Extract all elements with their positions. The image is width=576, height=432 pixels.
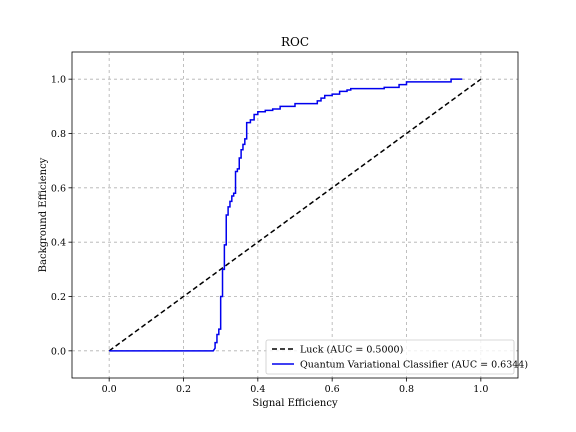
legend-label-qvc: Quantum Variational Classifier (AUC = 0.… [300, 360, 528, 371]
y-axis-label: Background Efficiency [38, 157, 49, 272]
legend-label-luck: Luck (AUC = 0.5000) [300, 345, 403, 356]
x-axis-label: Signal Efficiency [252, 398, 338, 409]
chart-title: ROC [281, 35, 309, 49]
y-tick-label: 0.2 [51, 292, 66, 303]
plot-series [108, 78, 482, 352]
x-tick-label: 0.2 [176, 384, 191, 395]
y-tick-label: 0.0 [51, 346, 66, 357]
axes-frame [71, 51, 519, 379]
x-tick-label: 1.0 [473, 384, 488, 395]
x-tick-label: 0.8 [399, 384, 414, 395]
y-tick-label: 1.0 [51, 75, 66, 86]
qvc-roc-curve [109, 78, 463, 352]
axis-ticks: 0.0 0.2 0.4 0.6 0.8 1.0 0.0 0.2 0.4 0.6 0.8 1.0 [51, 75, 488, 395]
legend-box [265, 339, 515, 375]
grid [72, 52, 518, 378]
x-tick-label: 0.4 [250, 384, 265, 395]
y-tick-label: 0.8 [51, 129, 66, 140]
y-tick-label: 0.4 [51, 238, 66, 249]
luck-diagonal-line [108, 78, 482, 352]
legend: Luck (AUC = 0.5000) Quantum Variational … [265, 339, 528, 375]
x-tick-label: 0.6 [325, 384, 340, 395]
y-tick-label: 0.6 [51, 183, 66, 194]
x-tick-label: 0.0 [102, 384, 117, 395]
